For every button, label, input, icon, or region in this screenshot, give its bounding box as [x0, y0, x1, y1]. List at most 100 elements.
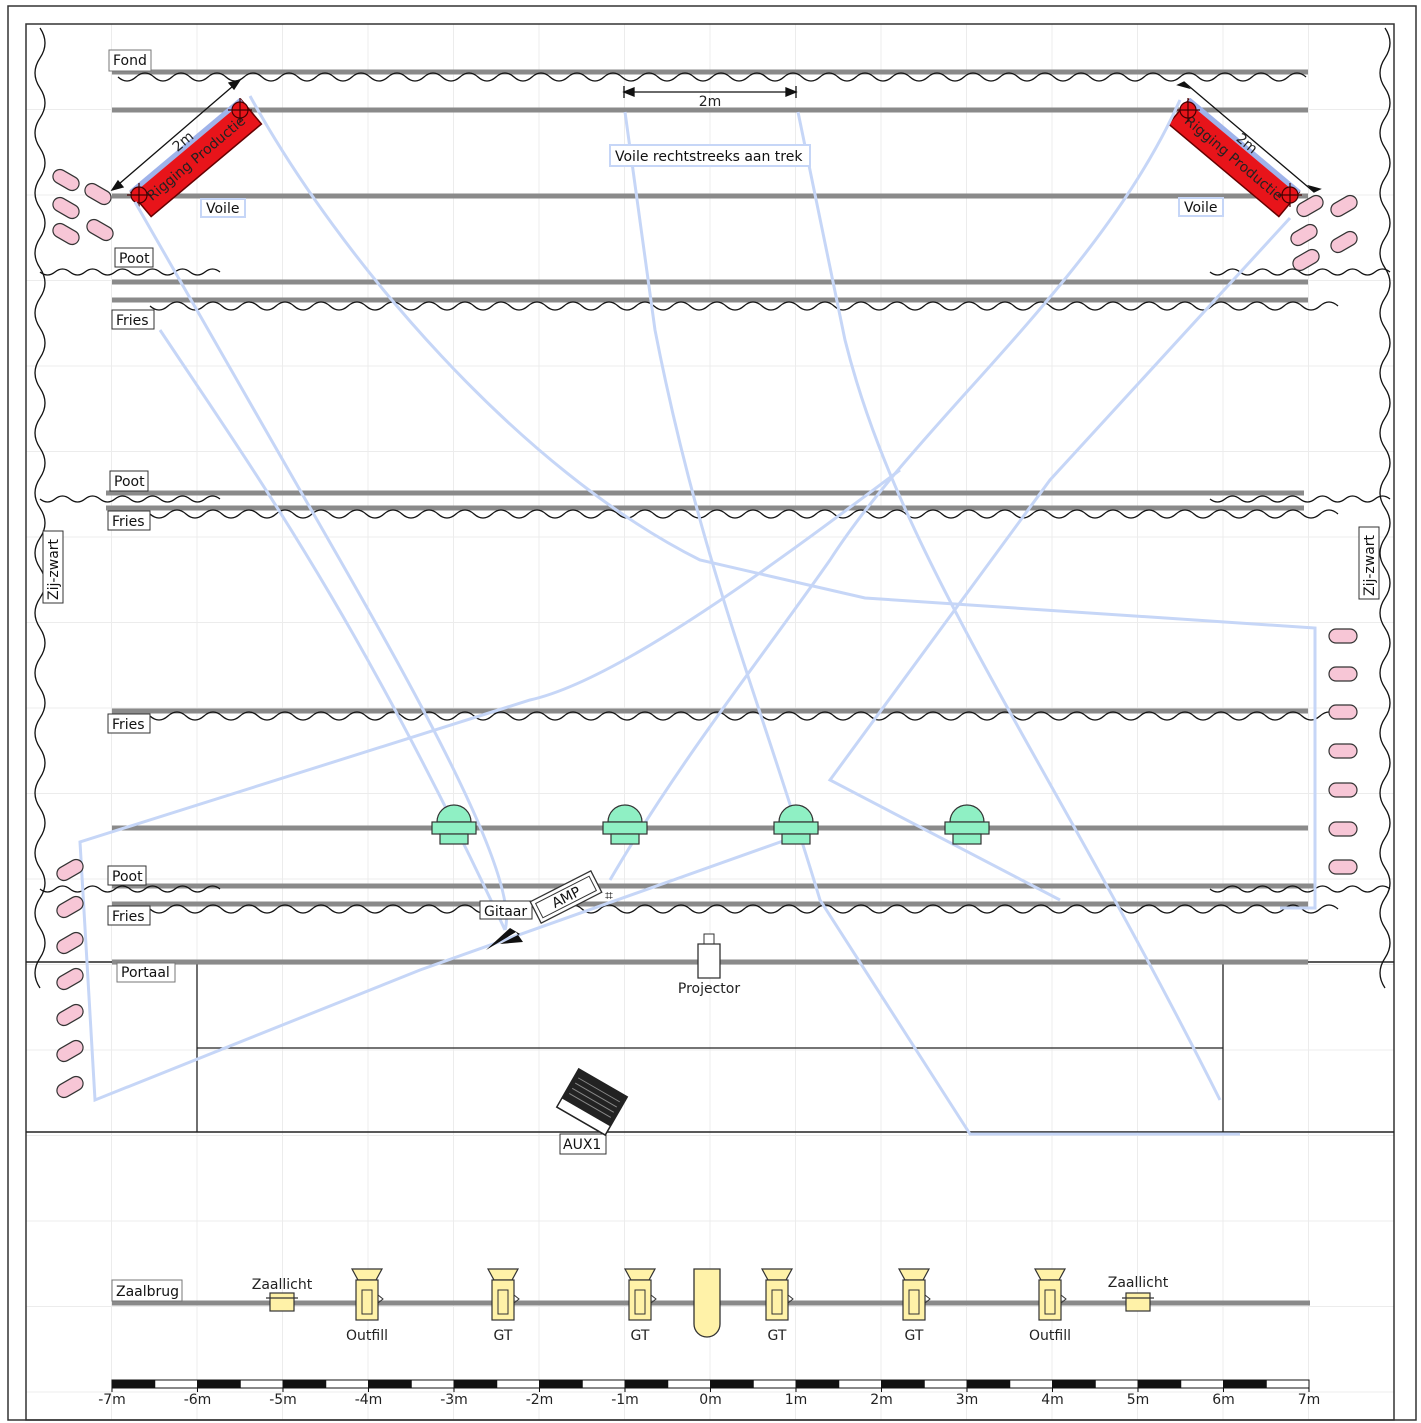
fries-3-label: Fries — [112, 717, 145, 733]
pink-fixture — [1328, 782, 1358, 798]
spot-inner — [497, 1289, 509, 1315]
curtain-wave — [1209, 495, 1391, 503]
spot-label: Outfill — [1029, 1328, 1071, 1344]
curtain-wave — [149, 904, 1339, 914]
scale-bar: -7m -6m -5m -4m -3m -2m -1m 0m 1m 2m 3m 4m 5m 6m 7m — [98, 1379, 1320, 1408]
pink-fixture — [52, 196, 80, 220]
scale-tick-label: -3m — [440, 1392, 468, 1408]
scale-tick-label: 3m — [956, 1392, 979, 1408]
spot-inner — [361, 1289, 373, 1315]
outfill-right: Outfill — [1029, 1268, 1071, 1344]
pink-fixture — [56, 858, 84, 882]
scale-tick-label: 2m — [870, 1392, 893, 1408]
pink-fixture — [52, 168, 80, 192]
curtain-wave — [149, 509, 1339, 519]
spot-lens — [1033, 1268, 1067, 1281]
scale-segment — [1009, 1379, 1053, 1389]
zij-left-label: Zij-zwart — [46, 538, 62, 600]
zaallicht-body — [1125, 1292, 1151, 1312]
scale-segment — [453, 1379, 498, 1389]
dimension-top — [622, 86, 798, 98]
spot-lens — [897, 1268, 931, 1281]
zij-right-label: Zij-zwart — [1362, 534, 1378, 596]
side-light-fixtures — [52, 168, 1358, 1099]
side-curtain — [1379, 27, 1391, 989]
scale-tick-label: -2m — [526, 1392, 554, 1408]
scale-segment — [966, 1379, 1011, 1389]
spot-label: GT — [494, 1328, 513, 1344]
scale-tick-label: 1m — [785, 1392, 808, 1408]
pink-fixture — [1328, 628, 1358, 644]
gt-1: GT — [486, 1268, 520, 1344]
gt-4: GT — [897, 1268, 931, 1344]
curtain-wave — [149, 711, 1339, 721]
scale-segment — [667, 1379, 711, 1389]
outfill-left: Outfill — [346, 1268, 388, 1344]
scale-tick-label: -7m — [98, 1392, 126, 1408]
pink-fixture — [56, 1039, 84, 1063]
pink-fixture — [1328, 704, 1358, 720]
scale-segment — [624, 1379, 669, 1389]
spot-inner — [634, 1289, 646, 1315]
pink-fixture — [52, 222, 80, 246]
scale-segment — [539, 1379, 583, 1389]
scale-segment — [1265, 1379, 1310, 1389]
side-curtain — [34, 27, 46, 989]
spot-handle — [377, 1294, 384, 1304]
scale-tick-label: 6m — [1212, 1392, 1235, 1408]
scale-segment — [795, 1379, 840, 1389]
scale-segment — [410, 1379, 455, 1389]
spot-inner — [1044, 1289, 1056, 1315]
scale-tick-label: -1m — [611, 1392, 639, 1408]
fries-1-label: Fries — [116, 313, 149, 329]
scale-segment — [197, 1379, 241, 1389]
scale-segment — [1223, 1379, 1267, 1389]
aux1-label: AUX1 — [563, 1137, 601, 1153]
fixture-base — [781, 833, 811, 845]
scale-segment — [710, 1379, 754, 1389]
trajectory-lines — [78, 95, 1317, 1136]
pink-fixture — [86, 218, 114, 242]
pink-fixture — [1328, 821, 1358, 837]
dimension-top-label: 2m — [699, 94, 722, 110]
pink-fixture — [56, 1075, 84, 1099]
guitar-stand-icon — [486, 928, 523, 950]
scale-segment — [496, 1379, 540, 1389]
scale-segment — [239, 1379, 284, 1389]
spot-label: GT — [905, 1328, 924, 1344]
pink-fixture — [1330, 194, 1358, 218]
projector-label: Projector — [678, 981, 740, 997]
center-follow-spot — [693, 1268, 721, 1338]
scale-segment — [154, 1379, 198, 1389]
zaallicht-body — [269, 1292, 295, 1312]
green-fixture — [431, 804, 477, 845]
spot-lens — [486, 1268, 520, 1281]
zaallicht-right: Zaallicht — [1108, 1275, 1169, 1312]
spot-handle — [1060, 1294, 1067, 1304]
fixture-base — [610, 833, 640, 845]
scale-segment — [881, 1379, 925, 1389]
scale-tick-label: 4m — [1041, 1392, 1064, 1408]
fixture-base — [952, 833, 982, 845]
dimension-right — [1176, 81, 1322, 193]
rigging-right-label: Rigging Productie — [1181, 113, 1286, 204]
rigging-points — [127, 98, 1302, 207]
fixture-body — [602, 821, 648, 835]
scale-segment — [1137, 1379, 1182, 1389]
spot-handle — [787, 1294, 794, 1304]
fond-label: Fond — [113, 53, 147, 69]
projector: Projector — [678, 933, 740, 997]
poot-3-label: Poot — [112, 869, 143, 885]
zaallicht-label: Zaallicht — [1108, 1275, 1169, 1291]
scale-segment — [752, 1379, 797, 1389]
green-fixture — [602, 804, 648, 845]
scale-segment — [282, 1379, 327, 1389]
poot-2-label: Poot — [114, 474, 145, 490]
scale-tick-label: -6m — [184, 1392, 212, 1408]
pink-fixture — [1330, 230, 1358, 254]
zaallicht-left: Zaallicht — [252, 1277, 313, 1312]
green-fixture — [773, 804, 819, 845]
scale-segment — [111, 1379, 156, 1389]
scale-tick-label: 5m — [1127, 1392, 1150, 1408]
